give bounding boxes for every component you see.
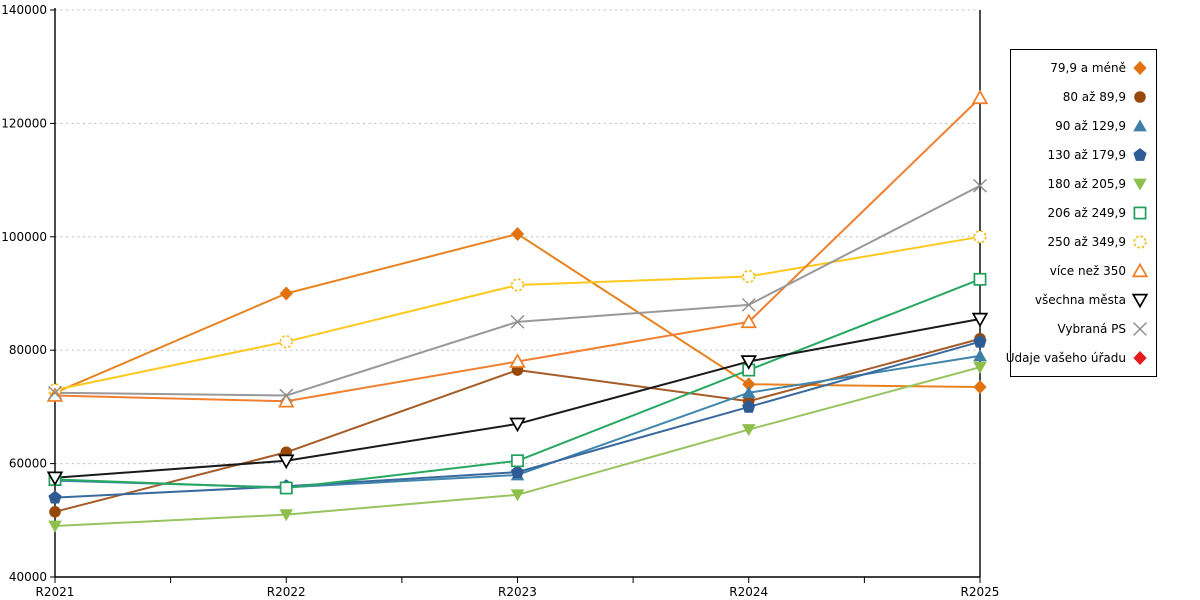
data-point-marker (49, 505, 61, 518)
data-point-marker (971, 89, 989, 105)
chart-legend: 79,9 a méně 80 až 89,9 90 až 129,9 130 až 1… (1006, 49, 1157, 377)
legend-item[interactable]: 250 až 349,9 (1015, 229, 1149, 255)
legend-marker-pentagon-icon (1133, 148, 1147, 162)
data-point-marker (1133, 61, 1147, 76)
x-axis-label: R2024 (729, 585, 768, 599)
data-point-marker (973, 230, 987, 244)
legend-label: více než 350 (1049, 263, 1126, 278)
data-point-marker (510, 489, 525, 502)
data-point-marker (46, 471, 64, 487)
legend-label: 206 až 249,9 (1047, 205, 1126, 220)
data-point-marker (742, 399, 756, 413)
data-point-marker (277, 392, 295, 408)
legend-item[interactable]: 90 až 129,9 (1015, 113, 1149, 139)
data-point-marker (973, 380, 987, 395)
data-point-marker (510, 278, 525, 292)
data-point-marker (510, 226, 525, 241)
legend-item[interactable]: 206 až 249,9 (1015, 200, 1149, 226)
series-line (54, 366, 981, 527)
data-point-marker (279, 335, 293, 349)
data-point-marker (973, 272, 987, 286)
legend-label: 90 až 129,9 (1055, 119, 1126, 134)
data-point-marker (973, 334, 987, 348)
data-point-marker (48, 490, 62, 504)
x-axis-label: R2021 (36, 585, 75, 599)
data-point-marker (1133, 148, 1147, 162)
legend-label: 80 až 89,9 (1062, 90, 1126, 105)
legend-item[interactable]: 180 až 205,9 (1015, 171, 1149, 197)
data-point-marker (1133, 178, 1147, 191)
x-axis-label: R2022 (267, 585, 306, 599)
legend-item[interactable]: všechna města (1015, 287, 1149, 313)
y-axis-label: 100000 (1, 230, 47, 244)
legend-label: všechna města (1034, 292, 1126, 307)
data-point-marker (742, 269, 756, 284)
data-point-marker (741, 297, 756, 312)
legend-marker-diamond-icon (1133, 350, 1147, 365)
data-point-marker (1133, 235, 1147, 249)
data-point-marker (742, 377, 756, 392)
data-point-marker (277, 454, 295, 470)
data-point-marker (510, 314, 525, 329)
legend-item[interactable]: 79,9 a méně (1015, 55, 1149, 81)
legend-item[interactable]: 130 až 179,9 (1015, 142, 1149, 168)
legend-label: 180 až 205,9 (1047, 177, 1126, 192)
data-point-marker (971, 312, 989, 328)
legend-label: 130 až 179,9 (1047, 148, 1126, 163)
data-point-marker (48, 385, 62, 400)
legend-item[interactable]: Vybraná PS (1015, 316, 1149, 342)
data-point-marker (741, 424, 756, 437)
data-point-marker (973, 361, 987, 374)
x-axis-label: R2023 (498, 585, 537, 599)
data-point-marker (1131, 262, 1149, 278)
legend-marker-circle-dashed-icon (1133, 235, 1147, 249)
data-point-marker (741, 386, 756, 399)
data-point-marker (511, 454, 524, 468)
legend-marker-square-icon (1133, 206, 1147, 220)
legend-label: Vybraná PS (1057, 321, 1126, 336)
data-point-marker (973, 178, 987, 193)
legend-item[interactable]: 80 až 89,9 (1015, 84, 1149, 110)
legend-marker-diamond-icon (1133, 61, 1147, 76)
data-point-marker (48, 520, 62, 533)
data-point-marker (740, 355, 758, 370)
legend-marker-triangle-up-icon (1131, 262, 1149, 278)
data-point-marker (279, 509, 294, 522)
data-point-marker (279, 388, 294, 403)
data-point-marker (509, 353, 526, 368)
legend-label: 79,9 a méně (1050, 61, 1126, 76)
data-point-marker (510, 465, 525, 479)
y-axis-label: 140000 (1, 3, 47, 17)
legend-item[interactable]: Údaje vašeho úřadu (1006, 345, 1149, 371)
data-point-marker (46, 387, 64, 402)
data-point-marker (279, 286, 293, 301)
y-axis-label: 80000 (9, 343, 47, 357)
legend-label: 250 až 349,9 (1047, 234, 1126, 249)
y-axis-label: 60000 (9, 457, 47, 471)
legend-marker-triangle-up-icon (1133, 119, 1147, 132)
y-axis-label: 120000 (1, 116, 47, 130)
data-point-marker (1133, 321, 1147, 336)
legend-item[interactable]: více než 350 (1015, 258, 1149, 284)
data-point-marker (1133, 119, 1147, 132)
data-point-marker (740, 313, 758, 329)
legend-marker-triangle-down-icon (1131, 293, 1149, 309)
legend-marker-circle-icon (1134, 91, 1146, 104)
data-point-marker (1134, 91, 1146, 104)
data-point-marker (1131, 293, 1149, 309)
data-point-marker (1133, 206, 1147, 220)
data-point-marker (1133, 350, 1147, 365)
y-axis-label: 40000 (9, 570, 47, 584)
data-point-marker (973, 349, 987, 362)
legend-marker-triangle-down-icon (1133, 178, 1147, 191)
data-point-marker (509, 417, 526, 433)
legend-label: Údaje vašeho úřadu (1005, 350, 1126, 365)
legend-marker-x-icon (1133, 321, 1147, 336)
data-point-marker (279, 481, 293, 495)
x-axis-label: R2025 (961, 585, 1000, 599)
